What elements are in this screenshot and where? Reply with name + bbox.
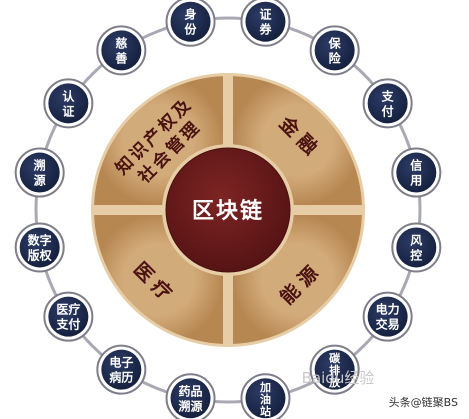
outer-node-circle-identity	[170, 1, 211, 42]
segment-energy	[232, 214, 362, 344]
outer-node-label-power-trading-line-1: 交易	[376, 317, 400, 332]
outer-node-label-power-trading-line-0: 电力	[376, 302, 400, 317]
outer-node-label-digital-rights-line-1: 版权	[28, 247, 53, 262]
outer-node-label-authentication-line-0: 认	[62, 88, 75, 103]
outer-node-circle-payment	[367, 83, 408, 124]
outer-node-label-medical-payment-line-1: 支付	[55, 317, 80, 332]
outer-node-traceability: 溯源	[14, 147, 65, 198]
outer-node-circle-digital-rights	[19, 227, 60, 268]
outer-node-circle-credit	[396, 152, 437, 193]
outer-node-label-insurance-line-1: 险	[329, 50, 342, 65]
outer-node-securities: 证券	[240, 0, 291, 47]
outer-node-label-risk-control-line-0: 风	[410, 233, 422, 247]
outer-node-label-payment-line-0: 支	[381, 88, 395, 103]
segment-ip-social	[94, 76, 224, 206]
outer-node-label-charity-line-1: 善	[115, 50, 127, 65]
center-circle	[165, 147, 291, 273]
outer-node-label-insurance-line-0: 保	[328, 35, 342, 50]
segment-finance	[232, 76, 362, 206]
outer-node-label-securities-line-1: 券	[258, 22, 272, 37]
outer-node-identity: 身份	[165, 0, 216, 47]
outer-node-label-emr-line-0: 电子	[109, 355, 133, 370]
credit-text: 头条@链聚BS	[389, 395, 458, 409]
outer-node-label-risk-control-line-1: 控	[410, 247, 422, 262]
segment-medical	[94, 214, 224, 344]
outer-node-circle-emr	[101, 349, 142, 390]
outer-node-ring: 身份证券保险支付信用风控电力交易碳排放加油站药品溯源电子病历医疗支付数字版权溯源…	[14, 0, 442, 419]
center-label: 区块链	[192, 198, 264, 224]
outer-node-label-gas-station-line-0: 加	[259, 380, 271, 394]
outer-node-risk-control: 风控	[391, 222, 442, 273]
outer-node-authentication: 认证	[43, 78, 94, 129]
outer-node-carbon-trading: 碳排放	[309, 344, 360, 395]
outer-node-label-payment-line-1: 付	[382, 103, 394, 118]
center-hub: 区块链	[165, 147, 291, 273]
outer-node-circle-charity	[101, 30, 142, 71]
outer-node-circle-risk-control	[396, 227, 437, 268]
outer-node-circle-securities	[245, 1, 286, 42]
outer-node-label-emr-line-1: 病历	[109, 370, 133, 385]
outer-node-circle-insurance	[314, 30, 355, 71]
outer-node-circle-gas-station	[245, 378, 286, 419]
outer-node-circle-drug-tracing	[170, 378, 211, 419]
outer-node-label-drug-tracing-line-0: 药品	[179, 383, 203, 398]
outer-node-label-traceability-line-1: 源	[34, 173, 46, 188]
outer-node-label-carbon-trading-line-1: 排	[329, 363, 340, 377]
outer-node-label-carbon-trading-line-2: 放	[328, 375, 341, 389]
outer-node-label-digital-rights-line-0: 数字	[28, 232, 52, 247]
outer-node-label-drug-tracing-line-1: 溯源	[179, 398, 203, 413]
outer-node-credit: 信用	[391, 147, 442, 198]
outer-node-circle-authentication	[48, 83, 89, 124]
outer-node-circle-traceability	[19, 152, 60, 193]
connector-circle	[34, 16, 422, 404]
outer-node-label-carbon-trading-line-0: 碳	[329, 351, 341, 365]
outer-node-circle-power-trading	[367, 296, 408, 337]
watermark: Baidu经验	[302, 369, 375, 387]
outer-node-charity: 慈善	[96, 25, 147, 76]
outer-node-label-traceability-line-0: 溯	[34, 158, 46, 173]
outer-node-label-medical-payment-line-0: 医疗	[56, 302, 80, 317]
outer-node-insurance: 保险	[309, 25, 360, 76]
outer-node-label-securities-line-0: 证	[259, 8, 271, 22]
outer-node-label-credit-line-0: 信	[410, 158, 422, 173]
outer-node-circle-medical-payment	[48, 296, 89, 337]
outer-node-label-credit-line-1: 用	[409, 174, 422, 188]
outer-node-label-gas-station-line-2: 站	[260, 404, 271, 418]
outer-node-label-gas-station-line-1: 油	[260, 392, 271, 406]
outer-node-payment: 支付	[362, 78, 413, 129]
outer-node-gas-station: 加油站	[240, 373, 291, 419]
outer-node-label-charity-line-0: 慈	[115, 35, 127, 50]
outer-node-label-authentication-line-1: 证	[62, 104, 74, 118]
outer-node-label-identity-line-1: 份	[185, 22, 198, 37]
outer-node-circle-carbon-trading	[314, 349, 355, 390]
outer-connector-ring	[34, 16, 422, 404]
outer-node-label-identity-line-0: 身	[185, 7, 197, 22]
